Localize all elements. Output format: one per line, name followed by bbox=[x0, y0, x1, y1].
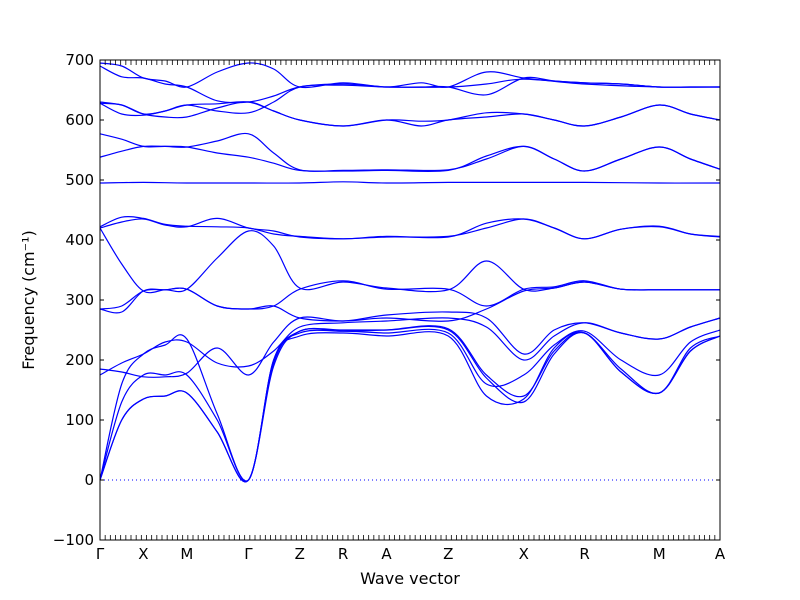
x-tick-label: Z bbox=[443, 545, 453, 563]
y-axis-title: Frequency (cm⁻¹) bbox=[19, 230, 38, 369]
y-tick-label: 200 bbox=[65, 351, 94, 369]
band-line-12 bbox=[99, 181, 721, 184]
y-tick-label: 400 bbox=[65, 231, 94, 249]
band-line-11 bbox=[99, 216, 721, 240]
x-tick-label: X bbox=[519, 545, 529, 563]
y-tick-label: 500 bbox=[65, 171, 94, 189]
x-tick-label: Γ bbox=[244, 545, 253, 563]
x-tick-label: A bbox=[381, 545, 392, 563]
y-tick-label: −100 bbox=[53, 531, 94, 549]
x-tick-label: R bbox=[338, 545, 348, 563]
tick-layer: −100 0 100 200 300 400 500 600 700 Γ X M Γ Z R A Z X R M A bbox=[53, 51, 726, 563]
band-line-4 bbox=[99, 325, 721, 483]
x-tick-label: X bbox=[138, 545, 148, 563]
band-line-1 bbox=[99, 331, 721, 482]
y-tick-label: 300 bbox=[65, 291, 94, 309]
y-tick-label: 600 bbox=[65, 111, 94, 129]
x-axis-title: Wave vector bbox=[360, 569, 460, 588]
band-line-16 bbox=[99, 101, 721, 127]
series-layer bbox=[99, 62, 721, 483]
plot-background bbox=[100, 60, 720, 540]
x-tick-label: A bbox=[715, 545, 726, 563]
band-line-6 bbox=[99, 311, 721, 378]
x-tick-label: M bbox=[180, 545, 193, 563]
x-tick-label: M bbox=[653, 545, 666, 563]
x-tick-label: Γ bbox=[96, 545, 105, 563]
x-tick-label: Z bbox=[295, 545, 305, 563]
band-line-9 bbox=[99, 280, 720, 310]
plot-frame bbox=[99, 59, 721, 541]
y-tick-label: 0 bbox=[84, 471, 94, 489]
y-tick-label: 700 bbox=[65, 51, 94, 69]
x-tick-label: R bbox=[579, 545, 589, 563]
band-line-14 bbox=[99, 132, 721, 172]
y-tick-label: 100 bbox=[65, 411, 94, 429]
band-line-19 bbox=[99, 78, 721, 115]
